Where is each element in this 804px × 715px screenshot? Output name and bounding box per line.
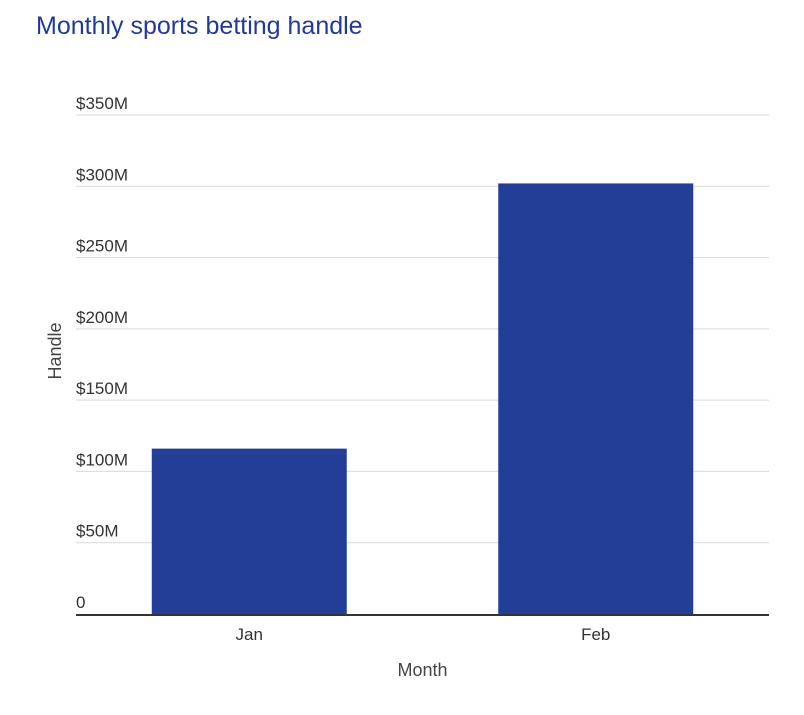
y-axis-title: Handle	[45, 322, 65, 379]
x-tick-label: Jan	[236, 625, 263, 644]
chart-title: Monthly sports betting handle	[36, 12, 363, 40]
x-axis-ticks: Jan Feb	[236, 625, 611, 644]
bar-feb	[498, 183, 694, 615]
y-tick-label: $300M	[76, 165, 128, 184]
bar-jan	[151, 448, 347, 614]
x-tick-label: Feb	[581, 625, 610, 644]
y-tick-label: 0	[76, 593, 85, 612]
y-tick-label: $250M	[76, 237, 128, 256]
y-axis-ticks: 0 $50M $100M $150M $200M $250M $300M $350M	[76, 94, 128, 612]
y-tick-label: $50M	[76, 522, 119, 541]
bars	[151, 183, 694, 615]
y-tick-label: $100M	[76, 450, 128, 469]
x-axis-title: Month	[397, 660, 447, 680]
y-tick-label: $350M	[76, 94, 128, 113]
y-tick-label: $150M	[76, 379, 128, 398]
y-tick-label: $200M	[76, 308, 128, 327]
